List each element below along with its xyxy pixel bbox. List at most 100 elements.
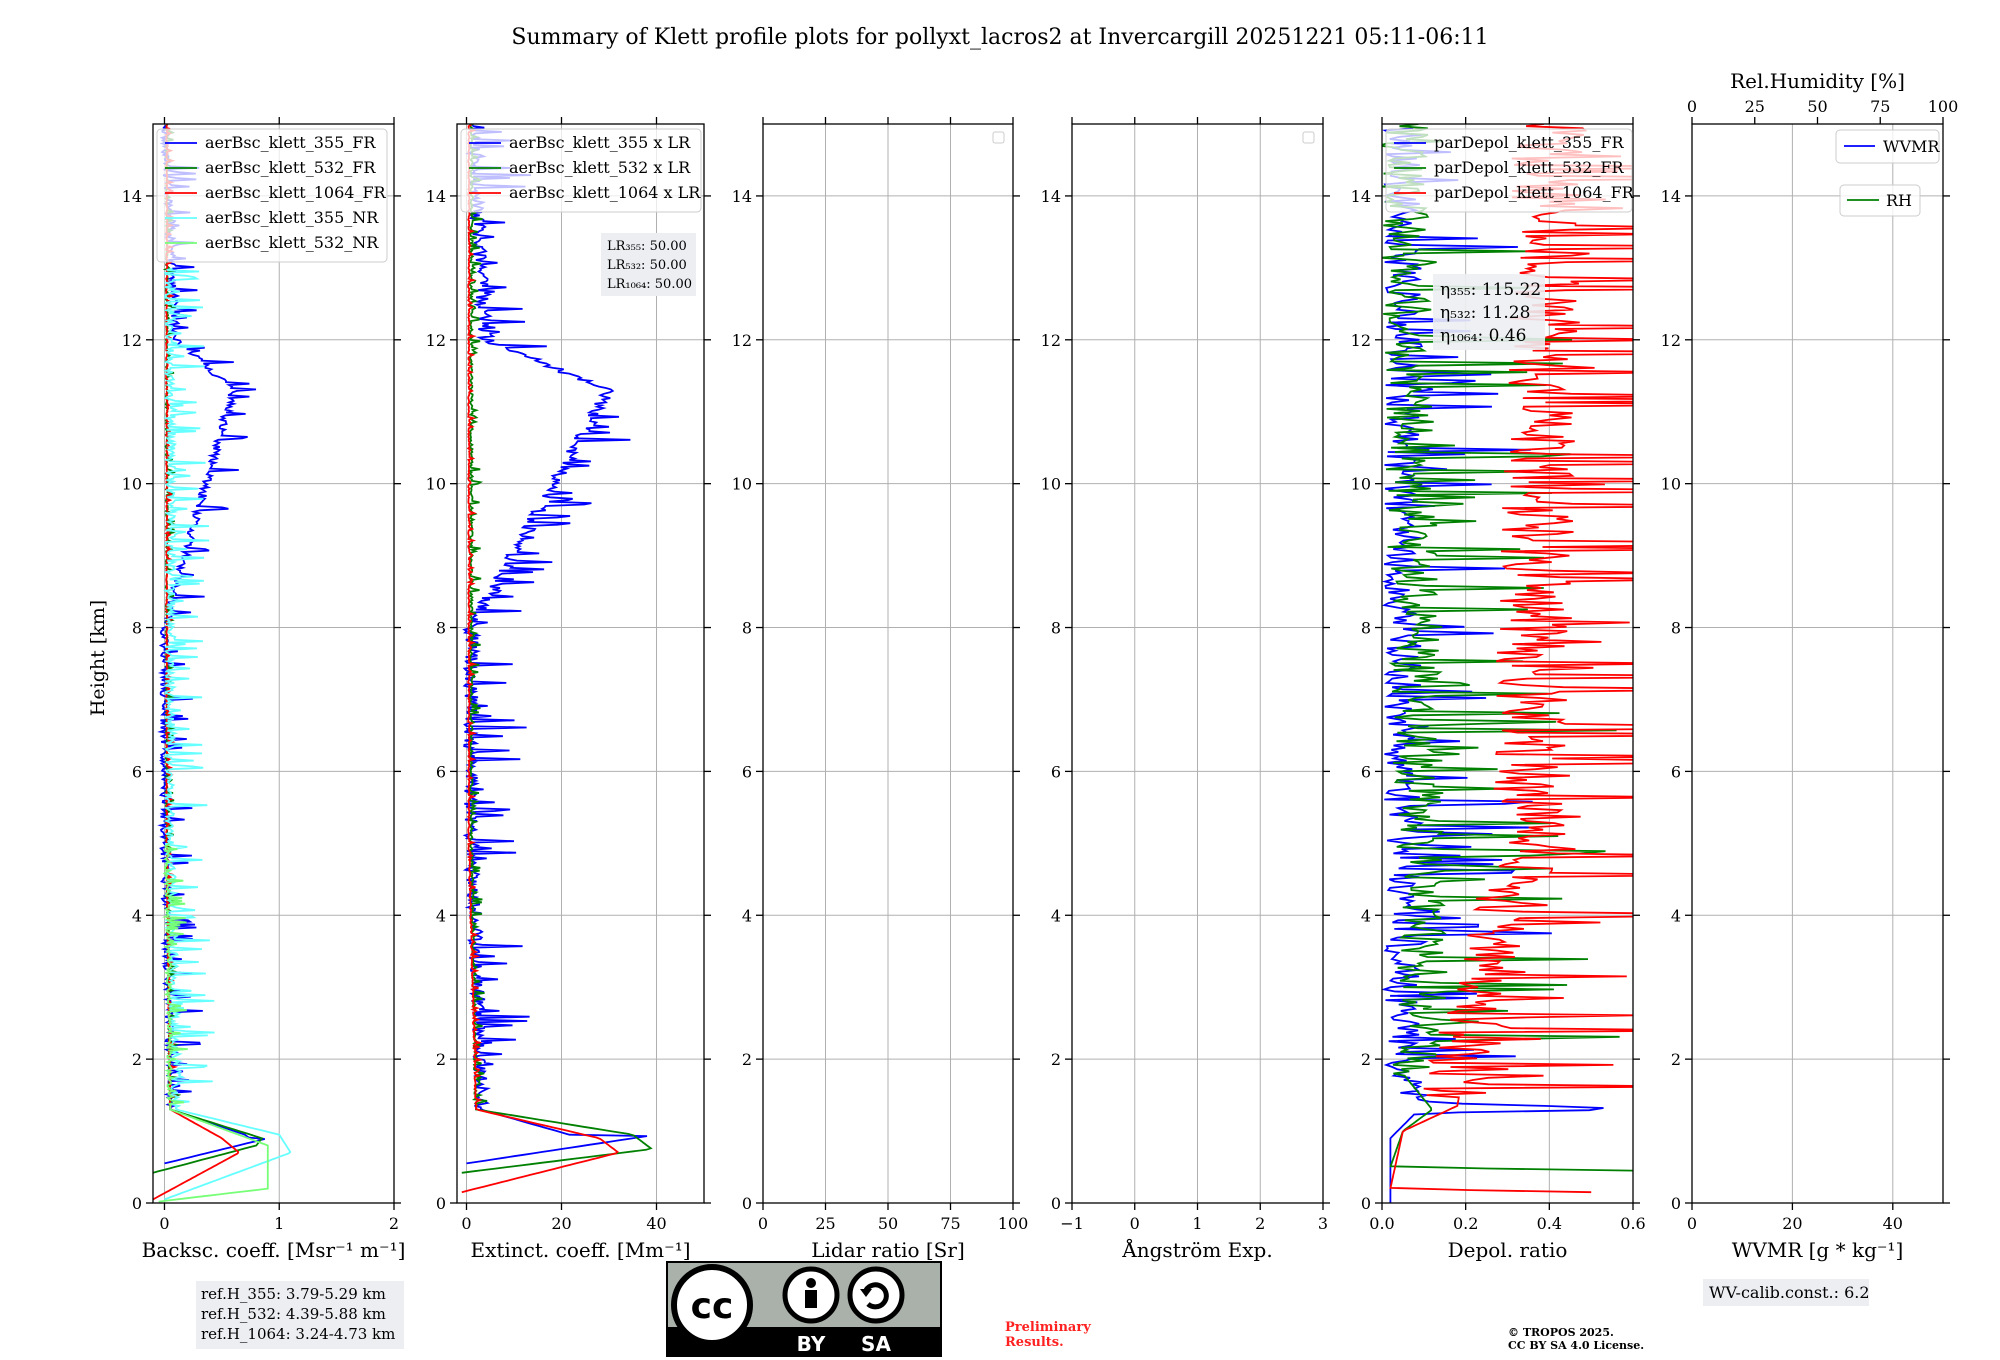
y-tick-label: 2 (1671, 1050, 1681, 1069)
x-tick-label: 0 (1130, 1214, 1140, 1233)
legend-entry: aerBsc_klett_532_FR (205, 158, 376, 177)
legend: aerBsc_klett_355_FR aerBsc_klett_532_FRae… (156, 128, 388, 263)
x-tick-label: 3 (1318, 1214, 1328, 1233)
y-tick-label: 14 (426, 187, 446, 206)
legend-entry: aerBsc_klett_1064 x LR (509, 183, 701, 202)
calibration-box (1433, 274, 1545, 350)
x-tick-label: 0.0 (1369, 1214, 1394, 1233)
figure-title: Summary of Klett profile plots for polly… (511, 25, 1488, 50)
y-tick-label: 10 (732, 475, 752, 494)
top-x-tick-label: 50 (1807, 97, 1827, 116)
x-tick-label: 1 (1192, 1214, 1202, 1233)
legend-entry: parDepol_klett_532_FR (1434, 158, 1625, 177)
y-tick-label: 14 (1351, 187, 1371, 206)
preliminary-line-2: Results. (1005, 1335, 1064, 1350)
x-tick-label: 1 (274, 1214, 284, 1233)
x-axis-label: Depol. ratio (1448, 1238, 1568, 1262)
legend-entry: aerBsc_klett_355_FR (205, 133, 376, 152)
legend-box (156, 128, 388, 263)
y-tick-label: 6 (1051, 762, 1061, 781)
top-x-tick-label: 25 (1745, 97, 1765, 116)
ref-height-532: ref.H_532: 4.39-5.88 km (201, 1305, 386, 1323)
legend: aerBsc_klett_355 x LR aerBsc_klett_532 x … (460, 128, 702, 213)
copyright-line-2: CC BY SA 4.0 License. (1508, 1339, 1644, 1352)
y-tick-label: 6 (132, 762, 142, 781)
y-axis-label: Height [km] (87, 600, 109, 716)
x-tick-label: 0.2 (1453, 1214, 1478, 1233)
y-tick-label: 2 (132, 1050, 142, 1069)
series-line-parDepol_klett_532_FR (1382, 124, 1633, 1172)
series-group (461, 124, 653, 1194)
x-tick-label: 40 (1883, 1214, 1903, 1233)
y-tick-label: 4 (1361, 906, 1371, 925)
y-tick-label: 0 (132, 1194, 142, 1213)
lidar-ratio-text: LR₁₀₆₄: 50.00 (607, 277, 692, 292)
y-tick-label: 4 (742, 906, 752, 925)
x-tick-label: 100 (998, 1214, 1029, 1233)
y-tick-label: 10 (1041, 475, 1061, 494)
lidar-ratio-info: LR₃₅₅: 50.00 LR₅₃₂: 50.00 LR₁₀₆₄: 50.00 (601, 233, 696, 296)
top-x-tick-label: 75 (1870, 97, 1890, 116)
legend-box-wvmr (1835, 129, 1940, 164)
x-tick-label: 0.6 (1620, 1214, 1645, 1233)
y-tick-label: 0 (742, 1194, 752, 1213)
x-axis-label: WVMR [g * kg⁻¹] (1732, 1238, 1904, 1262)
y-tick-label: 6 (1671, 762, 1681, 781)
legend-entry: aerBsc_klett_532_NR (205, 233, 379, 252)
legend-entry: parDepol_klett_1064_FR (1434, 183, 1635, 202)
wv-calibration-box: WV-calib.const.: 6.2 (1703, 1279, 1870, 1306)
y-tick-label: 14 (122, 187, 142, 206)
empty-legend-box (992, 131, 1005, 144)
y-tick-label: 4 (132, 906, 142, 925)
x-tick-label: 40 (646, 1214, 666, 1233)
y-tick-label: 2 (1361, 1050, 1371, 1069)
copyright-line-1: © TROPOS 2025. (1508, 1326, 1614, 1339)
cc-logo-icon (671, 1264, 753, 1346)
panel-wvmr: 0 2 4 6 8 10 12 14 0 20 40 WVMR [g * kg⁻¹] 0 25 50 75 10… (1661, 69, 1959, 1262)
y-tick-label: 4 (1051, 906, 1061, 925)
legend-entry-rh: RH (1886, 191, 1912, 210)
ref-height-355: ref.H_355: 3.79-5.29 km (201, 1285, 386, 1303)
y-tick-label: 8 (436, 619, 446, 638)
panel-lidar-ratio: 0 2 4 6 8 10 12 14 0 25 50 75 100 Lidar ratio [Sr] (732, 117, 1029, 1262)
lidar-ratio-text: LR₅₃₂: 50.00 (607, 258, 687, 273)
y-tick-label: 10 (122, 475, 142, 494)
legend: WVMR RH (1835, 129, 1940, 217)
y-tick-label: 10 (1351, 475, 1371, 494)
x-tick-label: 0 (461, 1214, 471, 1233)
calibration-text: η₅₃₂: 11.28 (1440, 303, 1530, 323)
y-tick-label: 14 (1041, 187, 1061, 206)
top-x-tick-label: 0 (1687, 97, 1697, 116)
y-tick-label: 14 (1661, 187, 1681, 206)
lidar-ratio-box (601, 233, 696, 296)
y-tick-label: 6 (436, 762, 446, 781)
calibration-text: η₁₀₆₄: 0.46 (1440, 326, 1526, 346)
x-tick-label: −1 (1060, 1214, 1084, 1233)
x-axis-label: Backsc. coeff. [Msr⁻¹ m⁻¹] (142, 1238, 406, 1262)
y-tick-label: 8 (1671, 619, 1681, 638)
wv-calibration-text: WV-calib.const.: 6.2 (1709, 1283, 1870, 1302)
y-tick-label: 0 (1361, 1194, 1371, 1213)
y-tick-label: 12 (122, 331, 142, 350)
legend-entry: aerBsc_klett_532 x LR (509, 158, 691, 177)
panel-extinction: 0 2 4 6 8 10 12 14 0 20 40 Extinct. coeff. [Mm⁻¹] ae… (426, 117, 711, 1262)
y-tick-label: 8 (1051, 619, 1061, 638)
x-tick-label: 25 (815, 1214, 835, 1233)
x-tick-label: 20 (1782, 1214, 1802, 1233)
y-tick-label: 10 (1661, 475, 1681, 494)
x-axis-label: Lidar ratio [Sr] (811, 1238, 965, 1262)
y-tick-label: 4 (436, 906, 446, 925)
x-tick-label: 0 (1687, 1214, 1697, 1233)
x-tick-label: 2 (389, 1214, 399, 1233)
y-tick-label: 6 (1361, 762, 1371, 781)
ref-height-1064: ref.H_1064: 3.24-4.73 km (201, 1325, 395, 1343)
legend-entry: parDepol_klett_355_FR (1434, 133, 1625, 152)
y-tick-label: 12 (1041, 331, 1061, 350)
y-tick-label: 12 (426, 331, 446, 350)
x-tick-label: 20 (551, 1214, 571, 1233)
x-tick-label: 75 (940, 1214, 960, 1233)
x-tick-label: 2 (1255, 1214, 1265, 1233)
